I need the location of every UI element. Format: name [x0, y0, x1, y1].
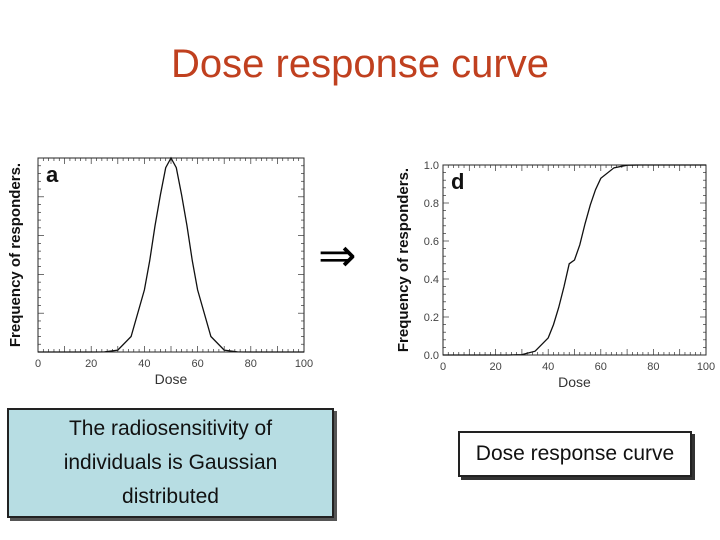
x-tick-label: 20 [489, 361, 501, 373]
slide-title: Dose response curve [171, 42, 549, 86]
y-tick-label: 0.0 [424, 350, 439, 362]
caption-gaussian-text: The radiosensitivity of individuals is G… [63, 417, 278, 508]
y-tick-label: 0.4 [424, 274, 439, 286]
x-tick-label: 40 [542, 361, 554, 373]
panel-label: d [451, 169, 464, 194]
x-axis-label: Dose [558, 374, 591, 390]
plot-frame [37, 157, 305, 353]
caption-dose-response-text: Dose response curve [475, 442, 675, 465]
x-tick-label: 0 [35, 358, 41, 370]
panel-label: a [46, 162, 59, 187]
x-tick-label: 100 [295, 358, 313, 370]
x-tick-label: 60 [595, 361, 607, 373]
caption-dose-response: Dose response curve [458, 431, 692, 477]
x-tick-label: 0 [440, 361, 446, 373]
y-tick-label: 0.6 [424, 236, 439, 248]
x-tick-label: 20 [85, 358, 97, 370]
y-tick-label: 1.0 [424, 160, 439, 172]
gaussian-distribution-chart: 0 20 40 60 80 100 Dose Frequency of responders.… [7, 156, 313, 387]
y-tick-label: 0.8 [424, 198, 439, 210]
y-tick-label: 0.2 [424, 312, 439, 324]
implies-arrow-icon: ⇒ [318, 228, 357, 282]
dose-response-chart: 0 20 40 60 80 100 0.0 0.2 0.4 0.6 0.8 1.0 Dose Freque… [395, 160, 715, 390]
x-tick-label: 100 [697, 361, 715, 373]
x-tick-label: 60 [191, 358, 203, 370]
y-axis-label: Frequency of responders. [395, 168, 412, 352]
x-tick-label: 40 [138, 358, 150, 370]
caption-gaussian: The radiosensitivity of individuals is G… [7, 408, 334, 518]
y-axis-label: Frequency of responders. [7, 163, 24, 347]
series-line [38, 156, 304, 353]
x-tick-label: 80 [647, 361, 659, 373]
x-tick-label: 80 [245, 358, 257, 370]
series-line [443, 164, 706, 356]
x-axis-label: Dose [155, 371, 188, 387]
